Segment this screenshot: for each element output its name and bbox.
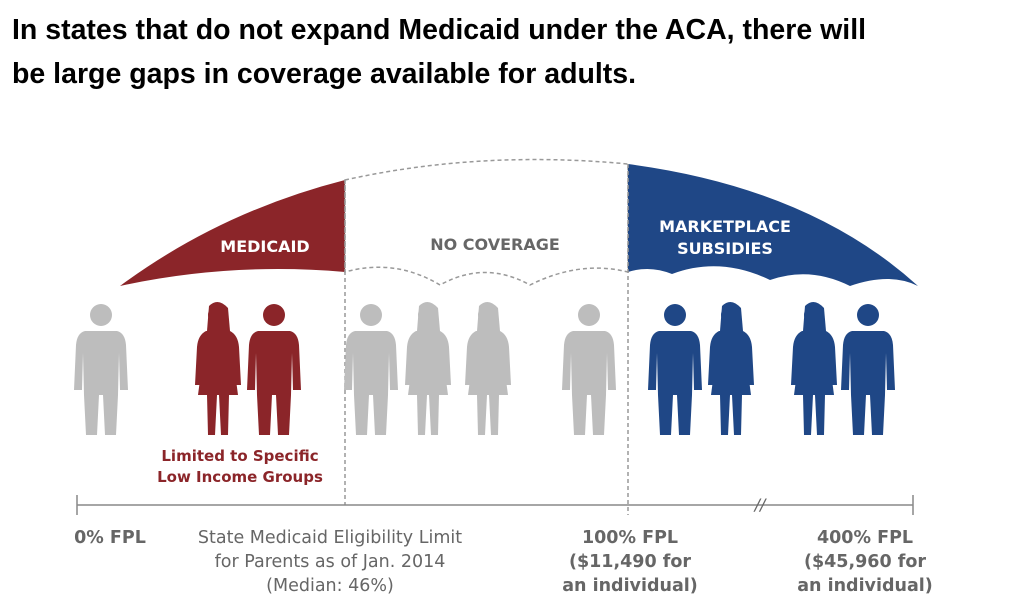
medicaid-note-line-1: Limited to Specific [161, 447, 319, 465]
marketplace-band [628, 164, 918, 286]
person-figure-gray [74, 304, 128, 435]
fpl100-line-1: 100% FPL [581, 528, 679, 548]
title-line-1: In states that do not expand Medicaid un… [12, 14, 867, 46]
axis-break-mark: // [753, 495, 767, 514]
fpl400-line-2: ($45,960 for [803, 552, 927, 572]
label-0-fpl: 0% FPL [74, 528, 146, 548]
marketplace-label-line-2: SUBSIDIES [677, 239, 773, 258]
fpl400-line-1: 400% FPL [816, 528, 914, 548]
title-line-2: be large gaps in coverage available for … [12, 58, 637, 90]
fpl100-line-3: an individual) [562, 576, 698, 596]
label-400-fpl: 400% FPL ($45,960 for an individual) [790, 526, 940, 598]
medicaid-note: Limited to Specific Low Income Groups [130, 446, 350, 488]
label-100-fpl: 100% FPL ($11,490 for an individual) [555, 526, 705, 598]
person-figure-red [195, 301, 241, 435]
person-figure-blue [791, 301, 837, 435]
person-figure-blue [841, 304, 895, 435]
person-figure-red [247, 304, 301, 435]
person-figure-gray [405, 301, 451, 435]
person-figure-gray [562, 304, 616, 435]
person-figure-blue [708, 301, 754, 435]
fpl100-line-2: ($11,490 for [568, 552, 692, 572]
state-limit-line-1: State Medicaid Eligibility Limit [197, 528, 463, 548]
marketplace-label: MARKETPLACE SUBSIDIES [640, 216, 810, 260]
no-coverage-band [344, 158, 629, 286]
label-state-limit: State Medicaid Eligibility Limit for Par… [160, 526, 500, 598]
page-title: In states that do not expand Medicaid un… [12, 8, 1017, 96]
person-figure-blue [648, 304, 702, 435]
medicaid-note-line-2: Low Income Groups [157, 468, 323, 486]
no-coverage-label: NO COVERAGE [430, 235, 560, 254]
state-limit-line-3: (Median: 46%) [266, 576, 394, 596]
medicaid-label: MEDICAID [220, 237, 310, 256]
person-figure-gray [344, 304, 398, 435]
medicaid-band [120, 180, 345, 286]
state-limit-line-2: for Parents as of Jan. 2014 [214, 552, 446, 572]
marketplace-label-line-1: MARKETPLACE [659, 217, 791, 236]
person-figure-gray [465, 301, 511, 435]
fpl400-line-3: an individual) [797, 576, 933, 596]
